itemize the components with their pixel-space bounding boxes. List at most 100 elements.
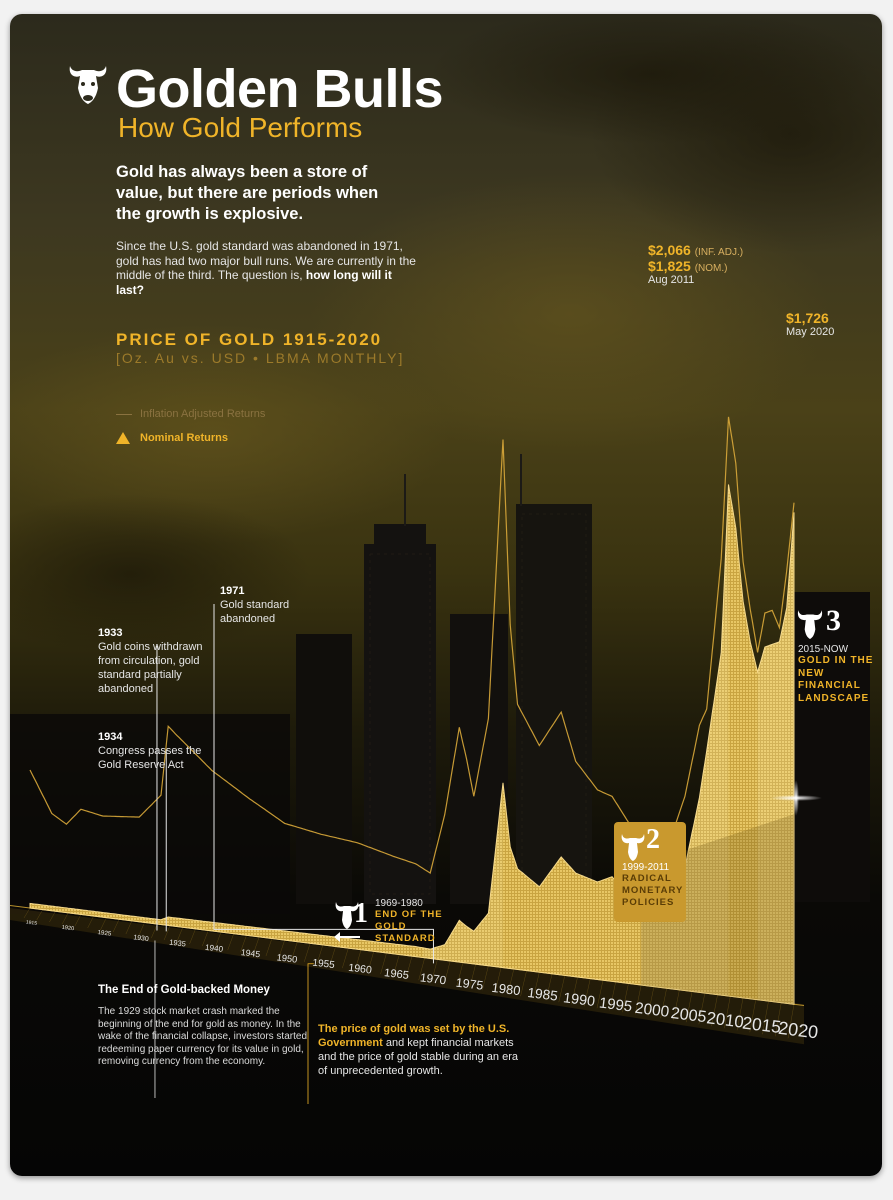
city-skyline (10, 454, 870, 914)
peak-2011-date: Aug 2011 (648, 274, 695, 286)
annotation-1971: 1971 Gold standard abandoned (220, 584, 320, 626)
floor-grid-line (87, 915, 94, 929)
bull-run-2-label: RADICAL MONETARY POLICIES (622, 873, 684, 908)
peak-2011-nom: $1,825 (NOM.) (648, 258, 743, 274)
intro-text-start: Since the U.S. gold standard was abandon… (116, 239, 416, 282)
floor-grid-line (685, 991, 693, 1023)
floor-grid-line (762, 1001, 769, 1035)
floor-grid-line (265, 938, 273, 957)
intro-text-bold: how long will it last? (116, 268, 392, 297)
floor-grid-line (316, 944, 324, 965)
annotation-1933: 1933 Gold coins withdrawn from circulati… (98, 626, 218, 696)
intro-text: Since the U.S. gold standard was abandon… (116, 239, 416, 297)
cloud-background (10, 14, 882, 654)
note-gold-backed-money: The End of Gold-backed Money The 1929 st… (98, 984, 308, 1069)
legend-nominal: Nominal Returns (140, 432, 229, 444)
legend-line-swatch (116, 414, 132, 415)
chart-title: PRICE OF GOLD 1915-2020 (116, 330, 383, 349)
floor-grid-line (342, 948, 349, 969)
floor-grid-line (61, 912, 69, 925)
bull-run-1-icon (334, 902, 360, 942)
bull-run-1-number: 1 (354, 898, 368, 929)
peak-2020-labels: $1,726 May 2020 (786, 310, 834, 338)
floor-grid-line (609, 981, 616, 1011)
floor-grid-line (711, 994, 718, 1027)
floor-grid-line (558, 975, 566, 1003)
x-tick-label-2000: 2000 (634, 1000, 671, 1021)
floor-grid-line (456, 962, 464, 987)
bull-run-3-label: GOLD IN THE NEW FINANCIAL LANDSCAPE (798, 655, 874, 704)
floor-grid-line (100, 917, 107, 931)
floor-grid-line (227, 933, 234, 951)
floor-grid-line (393, 954, 400, 977)
floor-grid-line (431, 959, 438, 983)
floor-grid-line (494, 967, 502, 993)
floor-grid-line (74, 914, 82, 927)
floor-grid-line (23, 907, 31, 919)
x-tick-label-1915: 1915 (26, 920, 38, 927)
floor-grid-line (252, 936, 260, 955)
bull-run-2-text: 1999-2011 RADICAL MONETARY POLICIES (622, 862, 688, 909)
floor-grid-line (202, 930, 209, 947)
floor-grid-line (176, 927, 184, 943)
floor-grid-line (278, 940, 285, 959)
x-axis-ticks: 1915 1920 1925 1930 1935 1940 1945 1950 1955 1960… (26, 920, 820, 1043)
nominal-area-bull-run-2 (641, 484, 729, 997)
floor-grid-line (673, 989, 680, 1021)
annotation-1933-year: 1933 (98, 627, 123, 639)
bull-run-2-icon (621, 834, 645, 861)
x-tick-label-1920: 1920 (61, 925, 74, 932)
flare-vertical (793, 780, 799, 816)
x-tick-label-1945: 1945 (240, 947, 261, 959)
x-tick-label-1955: 1955 (312, 958, 336, 972)
x-tick-label-1970: 1970 (419, 970, 447, 987)
annotation-1933-text: Gold coins withdrawn from circulation, g… (98, 641, 203, 695)
bull-run-1-text: 1969-1980 END OF THE GOLD STANDARD (375, 898, 455, 945)
floor-grid-line (622, 983, 629, 1013)
annotation-1934: 1934 Congress passes the Gold Reserve Ac… (98, 730, 218, 772)
peak-2011-inf-value: $2,066 (648, 242, 691, 258)
floor-grid-line (647, 986, 655, 1017)
floor-grid-line (380, 952, 387, 975)
note-right-highlight: The price of gold was set by the U.S. Go… (318, 1023, 510, 1049)
bull-run-2-dates: 1999-2011 (622, 862, 670, 873)
bull-run-3-icon (797, 610, 823, 639)
note-right-leader (307, 963, 314, 1104)
x-tick-label-1980: 1980 (491, 980, 522, 998)
floor-grid-line (749, 999, 757, 1033)
peak-2011-inf: $2,066 (INF. ADJ.) (648, 242, 743, 258)
bull-run-3-dates: 2015-NOW (798, 644, 849, 655)
note-left-text: The 1929 stock market crash marked the b… (98, 1006, 307, 1067)
x-tick-label-1965: 1965 (383, 967, 409, 982)
x-tick-label-1925: 1925 (97, 929, 112, 938)
floor-grid-line (291, 941, 298, 961)
x-tick-label-1995: 1995 (598, 996, 633, 1016)
floor-grid-line (138, 922, 145, 937)
lead-text: Gold has always been a store of value, b… (116, 163, 379, 223)
floor-grid-line (49, 911, 56, 923)
nominal-area-bull-run-3 (757, 512, 794, 1005)
floor-grid-line (660, 988, 667, 1019)
bull-logo-icon (69, 66, 107, 104)
floor-grid-line (520, 970, 527, 997)
x-tick-label-2010: 2010 (706, 1008, 745, 1031)
floor-grid-line (507, 968, 515, 995)
x-tick-label-2005: 2005 (670, 1004, 708, 1026)
note-right-text: and kept financial markets and the price… (318, 1037, 518, 1077)
bull-run-3-text: 2015-NOW GOLD IN THE NEW FINANCIAL LANDS… (798, 644, 880, 705)
bull-run-3-number: 3 (826, 604, 841, 637)
floor-grid-line (405, 956, 413, 979)
x-tick-label-1950: 1950 (276, 952, 298, 964)
x-tick-label-2020: 2020 (777, 1018, 819, 1043)
bull-run-1-dates: 1969-1980 (375, 898, 423, 909)
floor-grid-line (112, 919, 120, 933)
floor-grid-line (163, 925, 171, 941)
page-title: Golden Bulls (116, 59, 444, 119)
floor-grid-line (36, 909, 43, 921)
floor-grid-line (775, 1002, 782, 1037)
x-tick-label-1990: 1990 (562, 990, 596, 1010)
floor-grid-line (418, 957, 425, 981)
chart-subtitle: [Oz. Au vs. USD • LBMA MONTHLY] (116, 350, 405, 366)
floor-grid-line (151, 923, 158, 939)
annotation-lines (154, 604, 434, 1104)
